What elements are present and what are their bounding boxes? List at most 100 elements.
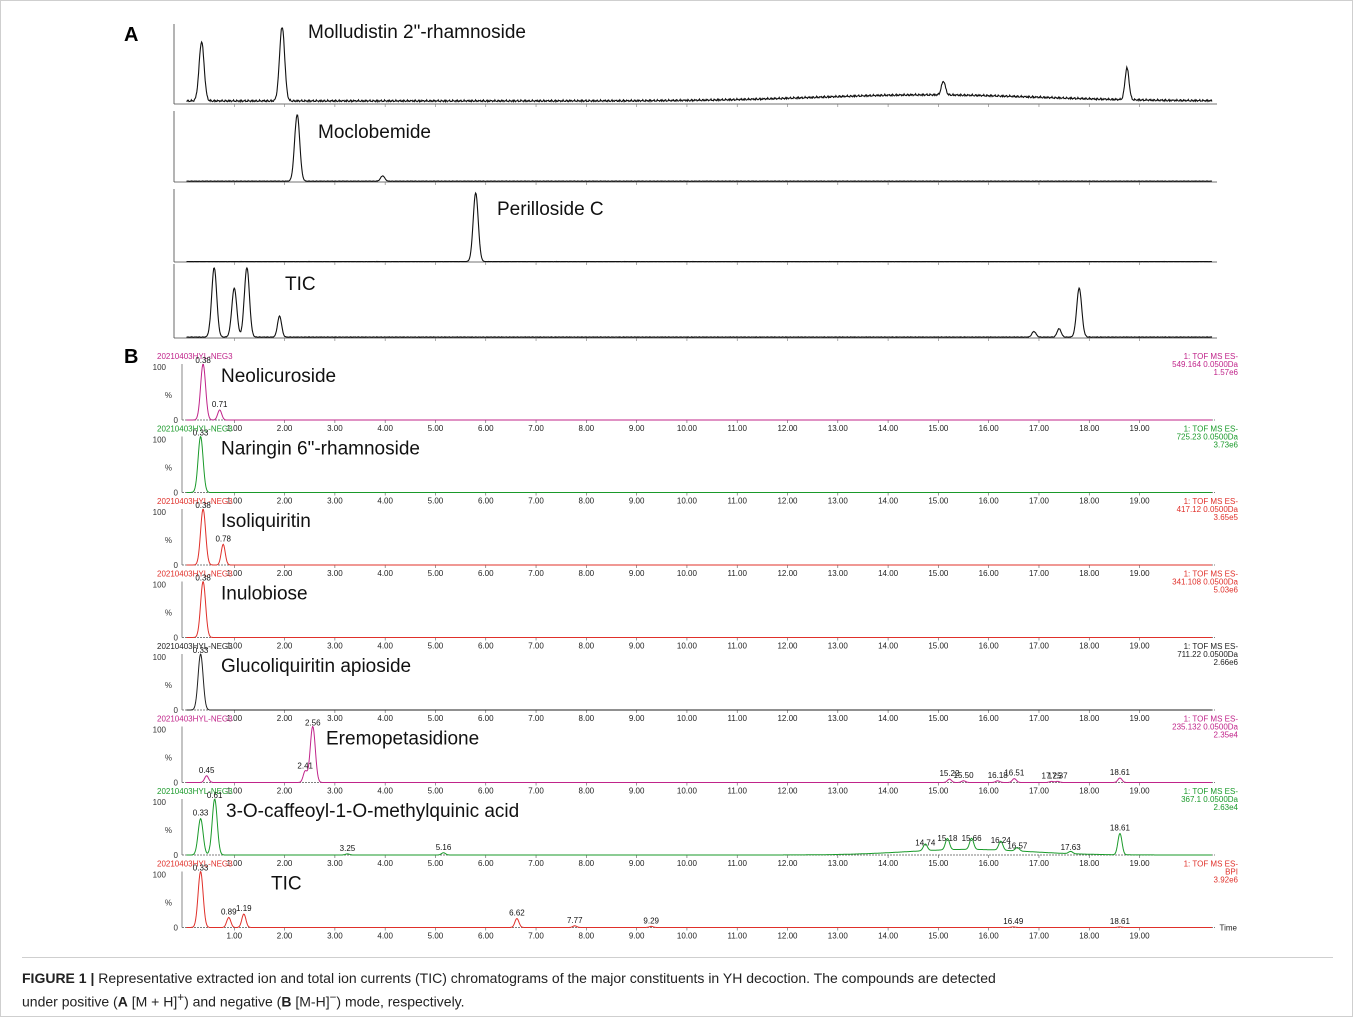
panel-b-sample-name: 20210403HYL-NEG3 [157,642,233,651]
panel-b-x-tick-label: 4.00 [377,859,393,868]
panel-b-y-tick-100: 100 [153,726,167,735]
panel-b-x-tick-label: 9.00 [629,642,645,651]
panel-a-trace-line [186,27,1213,104]
panel-b-info-line: 1: TOF MS ES- [1184,642,1239,651]
panel-b-x-tick-label: 9.00 [629,497,645,506]
panel-b-x-tick-label: 13.00 [828,642,849,651]
panel-b-x-tick-label: 12.00 [777,642,798,651]
panel-b-info-line: 1: TOF MS ES- [1184,860,1239,869]
panel-b-peak-label: 3.25 [340,844,356,853]
panel-b-x-tick-label: 8.00 [579,569,595,578]
panel-b-x-tick-label: 18.00 [1079,714,1100,723]
panel-b-x-tick-label: 13.00 [828,497,849,506]
panel-b-x-tick-label: 18.00 [1079,787,1100,796]
panel-b-y-tick-0: 0 [174,561,179,570]
panel-b-x-tick-label: 1.00 [227,859,243,868]
panel-b-x-tick-label: 13.00 [828,569,849,578]
panel-b-x-tick-label: 14.00 [878,424,899,433]
panel-b-peak-label: 14.74 [915,838,936,847]
panel-b-peak-label: 15.50 [954,771,975,780]
panel-b-x-axis-label: Time [1220,924,1238,933]
panel-b-x-tick-label: 1.00 [227,787,243,796]
panel-b-x-tick-label: 6.00 [478,569,494,578]
panel-b-x-tick-label: 18.00 [1079,932,1100,941]
panel-b-x-tick-label: 16.00 [979,569,1000,578]
panel-b-peak-label: 0.89 [221,907,237,916]
panel-b-peak-label: 5.16 [436,843,452,852]
panel-b-x-tick-label: 14.00 [878,932,899,941]
panel-b-x-tick-label: 15.00 [928,497,949,506]
panel-b-x-tick-label: 11.00 [728,642,748,651]
panel-b-x-tick-label: 7.00 [528,859,544,868]
panel-b-y-tick-0: 0 [174,779,179,788]
panel-b-x-tick-label: 12.00 [777,497,798,506]
panel-b-x-tick-label: 2.00 [277,497,293,506]
panel-b-y-unit: % [165,464,172,473]
panel-b-x-tick-label: 16.00 [979,859,1000,868]
chromatogram-figure: Molludistin 2"-rhamnoside Moclobemide Peri… [153,22,1239,941]
panel-b-x-tick-label: 5.00 [428,859,444,868]
panel-b-x-tick-label: 11.00 [728,714,748,723]
panel-b-y-tick-100: 100 [153,581,167,590]
panel-b-y-tick-100: 100 [153,508,167,517]
panel-b-x-tick-label: 16.00 [979,497,1000,506]
panel-b-info-line: 1: TOF MS ES- [1184,497,1239,506]
panel-b-trace-line [186,798,1212,856]
panel-b-peak-label: 17.37 [1048,771,1069,780]
panel-b-x-tick-label: 18.00 [1079,642,1100,651]
panel-b-x-tick-label: 12.00 [777,787,798,796]
panel-a-compound-label: Perilloside C [497,199,604,220]
panel-b-x-tick-label: 2.00 [277,859,293,868]
panel-b-x-tick-label: 18.00 [1079,859,1100,868]
panel-b-x-tick-label: 8.00 [579,859,595,868]
panel-b-info-line: 1: TOF MS ES- [1184,570,1239,579]
panel-b-x-tick-label: 5.00 [428,714,444,723]
panel-b-y-unit: % [165,899,172,908]
panel-b-trace-line [186,725,1212,783]
panel-b-x-tick-label: 11.00 [728,859,748,868]
panel-b-x-tick-label: 3.00 [327,569,343,578]
panel-b-peak-label: 16.18 [988,771,1009,780]
panel-b-x-tick-label: 8.00 [579,787,595,796]
panel-b-x-tick-label: 5.00 [428,787,444,796]
panel-b-peak-label: 9.29 [643,916,659,925]
panel-b-x-tick-label: 13.00 [828,932,849,941]
caption-text-c: ) and negative ( [184,993,282,1010]
panel-b-peak-label: 2.41 [297,761,313,770]
panel-b-peak-label: 15.22 [939,769,960,778]
panel-b-peak-label: 18.61 [1110,917,1131,926]
panel-b-x-tick-label: 11.00 [728,787,748,796]
panel-b-x-tick-label: 12.00 [777,424,798,433]
panel-a-trace-line [186,114,1213,182]
panel-b-x-tick-label: 11.00 [728,569,748,578]
panel-b-x-tick-label: 8.00 [579,714,595,723]
panel-b-x-tick-label: 10.00 [677,714,698,723]
panel-b-x-tick-label: 17.00 [1029,787,1050,796]
panel-b-y-unit: % [165,826,172,835]
panel-b-peak-label: 0.38 [195,356,211,365]
panel-b-peak-label: 17.25 [1042,771,1063,780]
panel-b-x-tick-label: 16.00 [979,787,1000,796]
panel-b-peak-label: 15.18 [937,834,958,843]
panel-b-x-tick-label: 10.00 [677,787,698,796]
panel-b-info-line: 1.57e6 [1214,368,1239,377]
panel-b-x-tick-label: 12.00 [777,932,798,941]
panel-a-trace-group: Perilloside C [173,189,1217,265]
panel-b-x-tick-label: 10.00 [677,424,698,433]
caption-text-d: [M-H] [291,993,330,1010]
panel-b-info-line: 2.35e4 [1214,731,1239,740]
panel-b-peak-label: 16.24 [991,836,1012,845]
panel-b-x-tick-label: 13.00 [828,424,849,433]
panel-b-x-tick-label: 7.00 [528,497,544,506]
panel-b-x-tick-label: 3.00 [327,714,343,723]
panel-b-peak-label: 0.38 [195,501,211,510]
panel-b-info-line: 417.12 0.0500Da [1177,505,1239,514]
panel-b-info-line: 235.132 0.0500Da [1172,723,1238,732]
panel-b-x-tick-label: 2.00 [277,569,293,578]
panel-b-trace-group: 20210403HYL-NEG3 100% 0 1.00 2.00 3.00 4.00 5.0… [153,715,1239,796]
panel-b-peak-label: 16.57 [1007,842,1028,851]
panel-b-x-tick-label: 1.00 [227,497,243,506]
panel-b-x-tick-label: 7.00 [528,569,544,578]
panel-a-letter: A [124,24,139,46]
panel-b-x-tick-label: 4.00 [377,932,393,941]
